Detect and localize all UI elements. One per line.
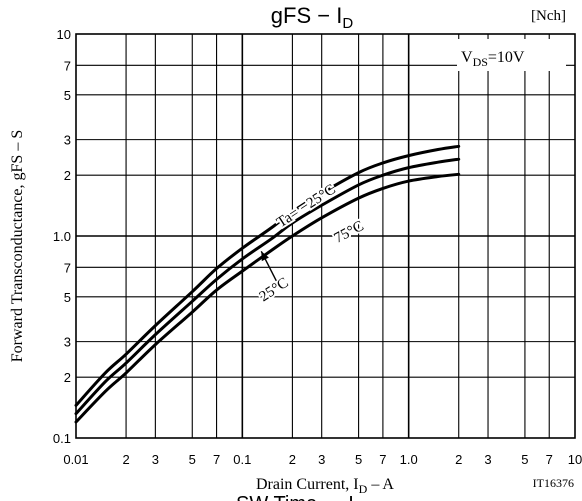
grid [76, 34, 575, 438]
y-tick-label: 10 [57, 27, 71, 42]
tick-labels: 2 3 5 7 2 3 5 7 2 3 5 7 0.01 0.1 1.0 10 2 3 5 7 2 3 5 7 0.1 1.0 10 [53, 27, 582, 467]
series-line-1 [74, 144, 461, 407]
y-tick-label: 3 [64, 133, 71, 148]
curve-annotations: Ta= −25°C75°C 25°C [255, 180, 369, 308]
x-tick-label: 5 [189, 452, 196, 467]
condition-label: VDS=10V [461, 49, 525, 69]
x-tick-label: 3 [484, 452, 491, 467]
figure-id: IT16376 [533, 476, 574, 490]
annotation-arrow-head [261, 251, 269, 262]
condition-box [457, 39, 566, 71]
x-tick-label: 2 [122, 452, 129, 467]
series-layer [74, 144, 461, 424]
x-tick-label: 3 [318, 452, 325, 467]
x-tick-label: 10 [568, 452, 582, 467]
x-tick-label: 1.0 [400, 452, 418, 467]
x-tick-label: 3 [152, 452, 159, 467]
series-line-2 [74, 157, 461, 416]
y-tick-label: 7 [64, 260, 71, 275]
x-tick-label: 5 [355, 452, 362, 467]
x-tick-label: 7 [213, 452, 220, 467]
y-tick-label: 2 [64, 370, 71, 385]
curve-label-1: Ta= −25°C [274, 182, 338, 232]
x-tick-label: 0.01 [63, 452, 88, 467]
x-tick-label: 5 [521, 452, 528, 467]
curve-label-2: 75°C [332, 218, 367, 247]
x-tick-label: 7 [546, 452, 553, 467]
x-tick-label: 0.1 [233, 452, 251, 467]
y-tick-label: 7 [64, 58, 71, 73]
plot-frame [75, 33, 576, 439]
y-tick-label: 5 [64, 290, 71, 305]
curve-label-3: 25°C [257, 275, 292, 305]
x-tick-label: 2 [289, 452, 296, 467]
next-figure-title: SW Time — ID [236, 493, 364, 501]
y-axis-label: Forward Transconductance, gFS – S [9, 130, 26, 362]
chart-title: gFS − ID [271, 3, 354, 32]
y-tick-label: 0.1 [53, 431, 71, 446]
channel-tag: [Nch] [531, 8, 566, 24]
y-tick-label: 2 [64, 168, 71, 183]
y-tick-label: 3 [64, 335, 71, 350]
series-line-3 [74, 172, 461, 424]
x-tick-label: 2 [455, 452, 462, 467]
y-tick-label: 5 [64, 88, 71, 103]
x-tick-label: 7 [379, 452, 386, 467]
y-tick-label: 1.0 [53, 229, 71, 244]
x-axis-label: Drain Current, ID – A [256, 476, 394, 496]
